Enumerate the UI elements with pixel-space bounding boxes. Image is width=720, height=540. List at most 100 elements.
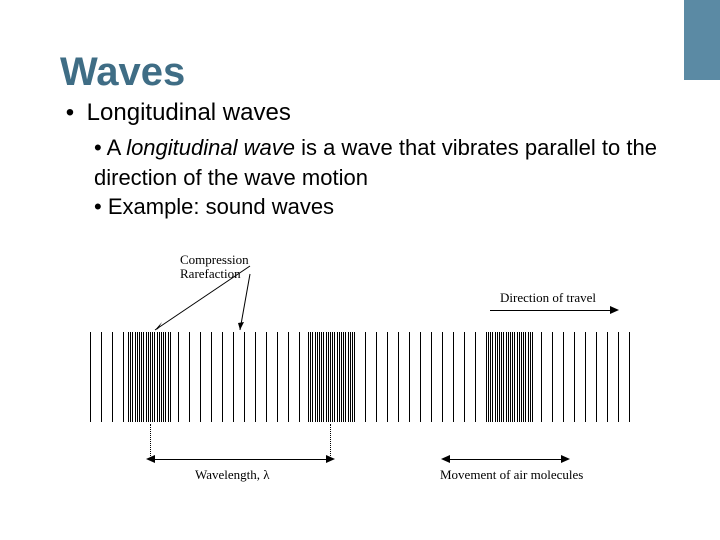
- wave-tick: [453, 332, 454, 422]
- wave-tick: [574, 332, 575, 422]
- wave-tick: [146, 332, 147, 422]
- wave-tick: [150, 332, 151, 422]
- b1-pre: A: [107, 135, 127, 160]
- wave-lines: [90, 332, 630, 422]
- movement-arrow-left: [441, 455, 450, 463]
- wave-tick: [310, 332, 311, 422]
- wave-tick: [143, 332, 144, 422]
- wave-tick: [409, 332, 410, 422]
- b1-em: longitudinal wave: [126, 135, 295, 160]
- wavelength-arrow-left: [146, 455, 155, 463]
- wave-tick: [596, 332, 597, 422]
- wave-tick: [492, 332, 493, 422]
- wave-tick: [123, 332, 124, 422]
- wave-tick: [541, 332, 542, 422]
- wave-tick: [497, 332, 498, 422]
- wave-tick: [308, 332, 309, 422]
- wave-tick: [255, 332, 256, 422]
- wave-tick: [101, 332, 102, 422]
- wave-tick: [157, 332, 158, 422]
- wavelength-arrow-line: [154, 459, 326, 460]
- wave-tick: [332, 332, 333, 422]
- wave-tick: [135, 332, 136, 422]
- wavelength-label: Wavelength, λ: [195, 467, 270, 483]
- wave-tick: [348, 332, 349, 422]
- wave-tick: [168, 332, 169, 422]
- wave-tick: [200, 332, 201, 422]
- wave-tick: [508, 332, 509, 422]
- wave-tick: [288, 332, 289, 422]
- wave-tick: [163, 332, 164, 422]
- movement-label: Movement of air molecules: [440, 467, 583, 483]
- subtitle-text: Longitudinal waves: [87, 99, 291, 126]
- wave-tick: [323, 332, 324, 422]
- wave-tick: [317, 332, 318, 422]
- slide-content: Waves • Longitudinal waves • A longitudi…: [0, 0, 720, 492]
- wave-tick: [328, 332, 329, 422]
- direction-arrow-line: [490, 310, 610, 311]
- wave-tick: [525, 332, 526, 422]
- wave-tick: [464, 332, 465, 422]
- wave-tick: [148, 332, 149, 422]
- wave-tick: [387, 332, 388, 422]
- wave-tick: [211, 332, 212, 422]
- direction-arrow-head: [610, 306, 619, 314]
- wave-tick: [266, 332, 267, 422]
- wave-tick: [629, 332, 630, 422]
- wave-tick: [161, 332, 162, 422]
- wave-tick: [244, 332, 245, 422]
- wave-tick: [321, 332, 322, 422]
- wave-tick: [503, 332, 504, 422]
- wave-tick: [431, 332, 432, 422]
- wave-tick: [486, 332, 487, 422]
- wave-tick: [178, 332, 179, 422]
- movement-arrow-right: [561, 455, 570, 463]
- wave-tick: [517, 332, 518, 422]
- wave-tick: [499, 332, 500, 422]
- wave-tick: [141, 332, 142, 422]
- wave-tick: [488, 332, 489, 422]
- wave-tick: [128, 332, 129, 422]
- wave-tick: [354, 332, 355, 422]
- wave-tick: [339, 332, 340, 422]
- wave-tick: [530, 332, 531, 422]
- wave-tick: [528, 332, 529, 422]
- body-bullets: • A longitudinal wave is a wave that vib…: [94, 133, 660, 222]
- wave-tick: [442, 332, 443, 422]
- wave-tick: [618, 332, 619, 422]
- wave-tick: [139, 332, 140, 422]
- wave-tick: [319, 332, 320, 422]
- wave-tick: [159, 332, 160, 422]
- bullet-1: • A longitudinal wave is a wave that vib…: [94, 133, 660, 192]
- movement-arrow-line: [449, 459, 561, 460]
- wave-tick: [514, 332, 515, 422]
- b2-text: Example: sound waves: [108, 194, 334, 219]
- wave-tick: [152, 332, 153, 422]
- wave-tick: [563, 332, 564, 422]
- wave-tick: [350, 332, 351, 422]
- wave-tick: [398, 332, 399, 422]
- wave-tick: [330, 332, 331, 422]
- wave-tick: [376, 332, 377, 422]
- wave-tick: [334, 332, 335, 422]
- wave-tick: [130, 332, 131, 422]
- bullet-dot: •: [94, 194, 108, 219]
- wave-tick: [132, 332, 133, 422]
- wave-tick: [420, 332, 421, 422]
- bullet-dot: •: [60, 99, 80, 127]
- wave-tick: [512, 332, 513, 422]
- wave-tick: [510, 332, 511, 422]
- wave-tick: [154, 332, 155, 422]
- wave-tick: [607, 332, 608, 422]
- wave-tick: [352, 332, 353, 422]
- wave-tick: [137, 332, 138, 422]
- wave-tick: [490, 332, 491, 422]
- wave-tick: [341, 332, 342, 422]
- wave-tick: [222, 332, 223, 422]
- wave-tick: [495, 332, 496, 422]
- wave-tick: [299, 332, 300, 422]
- wave-tick: [475, 332, 476, 422]
- wave-tick: [90, 332, 91, 422]
- wave-tick: [337, 332, 338, 422]
- wave-tick: [345, 332, 346, 422]
